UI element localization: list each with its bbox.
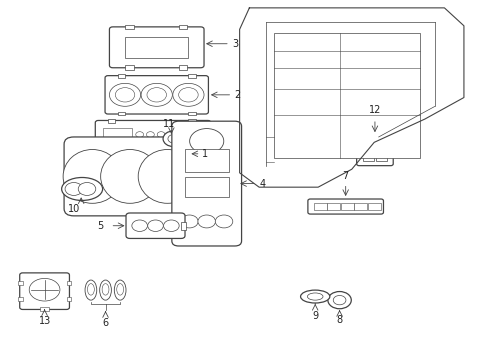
Bar	[181, 222, 185, 230]
Circle shape	[146, 132, 154, 138]
Text: 7: 7	[342, 171, 348, 181]
Text: 10: 10	[67, 204, 80, 215]
Circle shape	[141, 84, 172, 106]
Ellipse shape	[114, 280, 126, 300]
Circle shape	[65, 183, 82, 195]
Circle shape	[147, 87, 166, 102]
Text: 5: 5	[97, 221, 103, 231]
Text: 3: 3	[232, 39, 238, 49]
Circle shape	[167, 144, 175, 149]
Bar	[40, 307, 49, 311]
Bar	[367, 203, 380, 210]
FancyBboxPatch shape	[171, 121, 241, 246]
Ellipse shape	[307, 293, 323, 300]
Circle shape	[115, 87, 135, 102]
Ellipse shape	[102, 284, 109, 295]
Bar	[118, 74, 125, 78]
Ellipse shape	[138, 149, 196, 203]
Bar	[178, 25, 187, 30]
Circle shape	[198, 215, 215, 228]
Bar	[188, 112, 195, 116]
Circle shape	[178, 87, 198, 102]
Circle shape	[189, 132, 197, 138]
Bar	[184, 149, 228, 172]
Bar	[118, 112, 125, 116]
Text: 11: 11	[163, 120, 175, 129]
Ellipse shape	[63, 149, 122, 203]
Circle shape	[109, 84, 141, 106]
Circle shape	[172, 84, 203, 106]
FancyBboxPatch shape	[356, 135, 392, 166]
Text: 2: 2	[234, 90, 241, 100]
Circle shape	[78, 183, 96, 195]
Circle shape	[163, 131, 184, 147]
Bar	[66, 297, 71, 301]
FancyBboxPatch shape	[126, 213, 184, 238]
Circle shape	[136, 132, 143, 138]
Bar	[375, 140, 386, 150]
Ellipse shape	[87, 284, 94, 295]
Bar	[188, 119, 195, 123]
FancyBboxPatch shape	[64, 137, 195, 216]
Ellipse shape	[61, 177, 102, 201]
Bar	[353, 203, 366, 210]
Circle shape	[327, 292, 350, 309]
Bar	[108, 157, 115, 160]
Bar	[66, 281, 71, 285]
Text: 6: 6	[102, 318, 108, 328]
Bar	[125, 65, 134, 69]
Bar	[188, 74, 195, 78]
FancyBboxPatch shape	[109, 27, 203, 68]
Ellipse shape	[101, 149, 159, 203]
Bar	[188, 157, 195, 160]
FancyBboxPatch shape	[20, 273, 69, 310]
Circle shape	[189, 129, 224, 154]
Text: 4: 4	[259, 179, 264, 189]
Bar	[326, 203, 339, 210]
Circle shape	[132, 220, 147, 231]
Bar	[103, 128, 132, 151]
Bar	[176, 128, 203, 151]
Circle shape	[157, 132, 164, 138]
FancyBboxPatch shape	[307, 199, 383, 214]
Circle shape	[167, 134, 179, 143]
Text: 8: 8	[336, 315, 342, 325]
Ellipse shape	[300, 290, 329, 303]
Bar	[18, 281, 22, 285]
Bar	[184, 177, 228, 197]
Circle shape	[178, 132, 186, 138]
Ellipse shape	[100, 280, 111, 300]
Text: 1: 1	[201, 149, 207, 159]
Text: 13: 13	[39, 316, 51, 326]
FancyBboxPatch shape	[95, 121, 210, 159]
FancyBboxPatch shape	[105, 76, 208, 114]
Bar	[125, 25, 134, 30]
Bar	[108, 119, 115, 123]
Circle shape	[180, 215, 198, 228]
Bar	[340, 203, 353, 210]
Bar	[362, 151, 373, 161]
Bar	[273, 33, 419, 158]
Circle shape	[146, 144, 154, 149]
Circle shape	[167, 132, 175, 138]
Bar	[313, 203, 326, 210]
Circle shape	[136, 144, 143, 149]
Bar	[125, 37, 188, 58]
Bar	[362, 140, 373, 150]
Circle shape	[157, 144, 164, 149]
Bar	[18, 297, 22, 301]
Circle shape	[215, 215, 232, 228]
Bar	[178, 65, 187, 69]
Circle shape	[163, 220, 179, 231]
Circle shape	[147, 220, 163, 231]
Bar	[375, 151, 386, 161]
Ellipse shape	[117, 284, 123, 295]
Text: 9: 9	[311, 311, 318, 321]
Text: 12: 12	[368, 105, 380, 116]
Circle shape	[29, 278, 60, 301]
Ellipse shape	[85, 280, 97, 300]
Circle shape	[332, 296, 345, 305]
